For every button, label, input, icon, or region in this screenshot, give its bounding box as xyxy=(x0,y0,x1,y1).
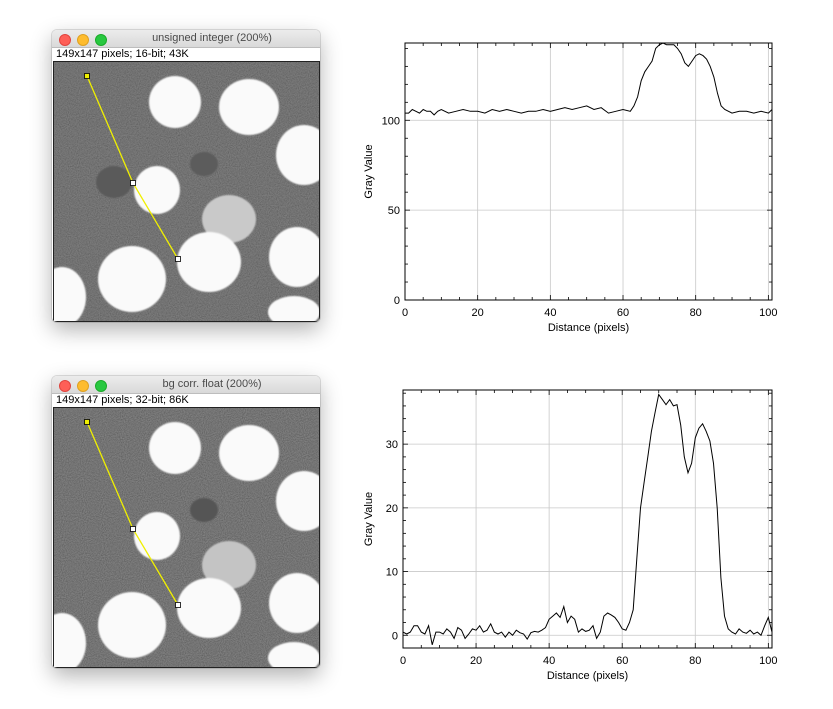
line-selection[interactable] xyxy=(84,73,181,262)
x-tick-label: 100 xyxy=(759,307,777,319)
bright-particles xyxy=(54,76,319,321)
y-tick-label: 0 xyxy=(394,295,400,307)
profile-line xyxy=(405,42,773,116)
micrograph-image xyxy=(54,408,319,667)
x-tick-label: 20 xyxy=(472,307,484,319)
window-title: bg corr. float (200%) xyxy=(162,378,262,390)
close-button[interactable] xyxy=(59,34,71,46)
y-tick-label: 30 xyxy=(386,439,398,451)
selection-handle-end[interactable] xyxy=(175,256,181,262)
close-button[interactable] xyxy=(59,380,71,392)
zoom-button[interactable] xyxy=(95,34,107,46)
line-selection[interactable] xyxy=(84,419,181,608)
selection-handle-start[interactable] xyxy=(84,73,90,79)
image-window-bg-corr-float[interactable]: bg corr. float (200%) 149x147 pixels; 32… xyxy=(52,376,320,668)
selection-handle-end[interactable] xyxy=(175,602,181,608)
window-titlebar[interactable]: unsigned integer (200%) xyxy=(52,30,320,48)
y-axis-label: Gray Value xyxy=(363,144,375,198)
image-canvas[interactable] xyxy=(53,61,320,322)
plot-frame xyxy=(402,389,773,649)
x-tick-label: 60 xyxy=(617,307,629,319)
minimize-button[interactable] xyxy=(77,380,89,392)
x-tick-label: 0 xyxy=(400,655,406,667)
plot-frame xyxy=(404,42,773,301)
profile-plot-unsigned-integer: 0 20 40 60 80 100 0 50 100 Distance (pixels) Gray … xyxy=(363,42,778,334)
zoom-button[interactable] xyxy=(95,380,107,392)
x-tick-label: 40 xyxy=(544,307,556,319)
profile-line xyxy=(402,393,773,645)
x-tick-label: 20 xyxy=(470,655,482,667)
y-tick-label: 50 xyxy=(388,205,400,217)
y-axis-label: Gray Value xyxy=(363,492,375,546)
x-tick-label: 40 xyxy=(543,655,555,667)
selection-handle-start[interactable] xyxy=(84,419,90,425)
x-tick-label: 0 xyxy=(402,307,408,319)
x-tick-label: 80 xyxy=(690,307,702,319)
y-tick-label: 10 xyxy=(386,567,398,579)
minimize-button[interactable] xyxy=(77,34,89,46)
selection-handle-mid[interactable] xyxy=(130,180,136,186)
selection-handle-mid[interactable] xyxy=(130,526,136,532)
image-info: 149x147 pixels; 32-bit; 86K xyxy=(56,394,189,406)
image-window-unsigned-integer[interactable]: unsigned integer (200%) 149x147 pixels; … xyxy=(52,30,320,322)
x-axis-label: Distance (pixels) xyxy=(548,322,629,334)
x-tick-label: 100 xyxy=(759,655,777,667)
x-tick-label: 80 xyxy=(689,655,701,667)
profile-plot-bg-corr-float: 0 20 40 60 80 100 0 10 20 30 Distance (pixels) Gray… xyxy=(363,389,778,682)
y-tick-label: 0 xyxy=(392,630,398,642)
image-canvas[interactable] xyxy=(53,407,320,668)
image-info: 149x147 pixels; 16-bit; 43K xyxy=(56,48,189,60)
y-tick-label: 20 xyxy=(386,503,398,515)
x-axis-label: Distance (pixels) xyxy=(547,670,628,682)
y-tick-label: 100 xyxy=(382,115,400,127)
x-tick-label: 60 xyxy=(616,655,628,667)
micrograph-image xyxy=(54,62,319,321)
bright-particles xyxy=(54,422,319,667)
window-title: unsigned integer (200%) xyxy=(152,32,272,44)
window-titlebar[interactable]: bg corr. float (200%) xyxy=(52,376,320,394)
